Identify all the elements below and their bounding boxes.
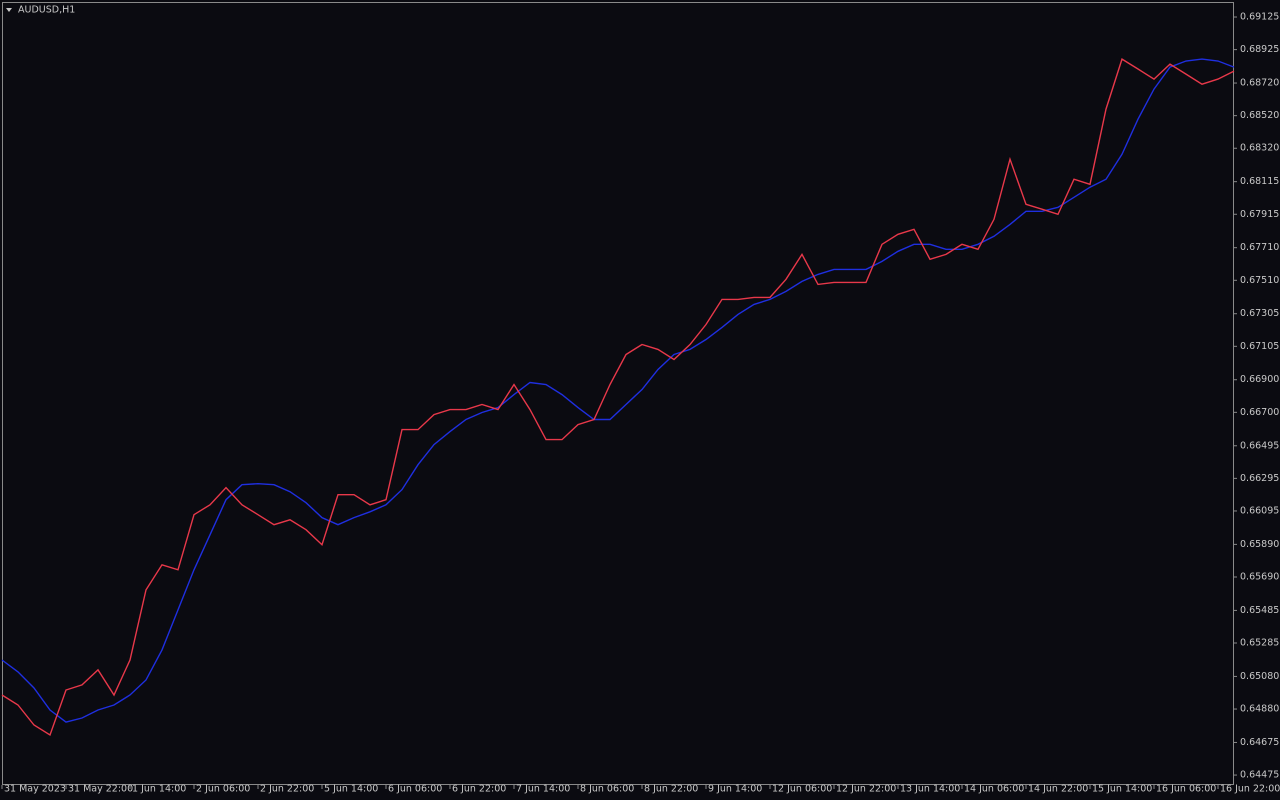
y-tick-label: 0.68720 bbox=[1240, 78, 1279, 89]
x-tick-label: 6 Jun 22:00 bbox=[452, 784, 506, 795]
price-line bbox=[1, 58, 1235, 723]
y-tick-label: 0.64475 bbox=[1240, 770, 1279, 781]
x-tick-label: 31 May 2023 bbox=[4, 784, 66, 795]
y-tick-label: 0.64880 bbox=[1240, 704, 1279, 715]
y-tick-label: 0.68115 bbox=[1240, 176, 1279, 187]
x-tick-label: 14 Jun 22:00 bbox=[1028, 784, 1088, 795]
x-tick-label: 5 Jun 14:00 bbox=[324, 784, 378, 795]
y-tick-label: 0.66095 bbox=[1240, 505, 1279, 516]
y-tick-label: 0.66700 bbox=[1240, 407, 1279, 418]
y-tick-label: 0.64675 bbox=[1240, 737, 1279, 748]
x-tick-label: 15 Jun 14:00 bbox=[1092, 784, 1152, 795]
x-tick-label: 12 Jun 06:00 bbox=[772, 784, 832, 795]
x-tick-label: 31 May 22:00 bbox=[68, 784, 133, 795]
y-tick-label: 0.66900 bbox=[1240, 374, 1279, 385]
y-tick-label: 0.65690 bbox=[1240, 571, 1279, 582]
x-tick-label: 13 Jun 14:00 bbox=[900, 784, 960, 795]
y-tick-label: 0.67105 bbox=[1240, 341, 1279, 352]
y-tick-label: 0.68520 bbox=[1240, 110, 1279, 121]
dropdown-icon[interactable] bbox=[6, 8, 12, 12]
x-tick-label: 8 Jun 22:00 bbox=[644, 784, 698, 795]
x-tick-label: 12 Jun 22:00 bbox=[836, 784, 896, 795]
x-tick-label: 16 Jun 06:00 bbox=[1156, 784, 1216, 795]
x-tick-label: 6 Jun 06:00 bbox=[388, 784, 442, 795]
x-tick-label: 9 Jun 14:00 bbox=[708, 784, 762, 795]
y-tick-label: 0.67915 bbox=[1240, 209, 1279, 220]
x-tick-label: 2 Jun 06:00 bbox=[196, 784, 250, 795]
y-tick-label: 0.67710 bbox=[1240, 242, 1279, 253]
y-tick-label: 0.67305 bbox=[1240, 308, 1279, 319]
x-tick-label: 2 Jun 22:00 bbox=[260, 784, 314, 795]
y-tick-label: 0.67510 bbox=[1240, 275, 1279, 286]
x-tick-label: 8 Jun 06:00 bbox=[580, 784, 634, 795]
chart-title: AUDUSD,H1 bbox=[18, 5, 75, 16]
y-tick-label: 0.65080 bbox=[1240, 671, 1279, 682]
y-tick-label: 0.69125 bbox=[1240, 12, 1279, 23]
price-line bbox=[1, 58, 1235, 737]
y-tick-label: 0.65485 bbox=[1240, 605, 1279, 616]
x-tick-label: 1 Jun 14:00 bbox=[132, 784, 186, 795]
y-tick-label: 0.68320 bbox=[1240, 143, 1279, 154]
y-tick-label: 0.65285 bbox=[1240, 638, 1279, 649]
y-tick-label: 0.66495 bbox=[1240, 440, 1279, 451]
plot-frame bbox=[2, 2, 1234, 785]
x-tick-label: 14 Jun 06:00 bbox=[964, 784, 1024, 795]
x-tick-label: 7 Jun 14:00 bbox=[516, 784, 570, 795]
y-tick-label: 0.68925 bbox=[1240, 44, 1279, 55]
y-tick-label: 0.65890 bbox=[1240, 539, 1279, 550]
y-tick-label: 0.66295 bbox=[1240, 473, 1279, 484]
x-tick-label: 16 Jun 22:00 bbox=[1220, 784, 1280, 795]
